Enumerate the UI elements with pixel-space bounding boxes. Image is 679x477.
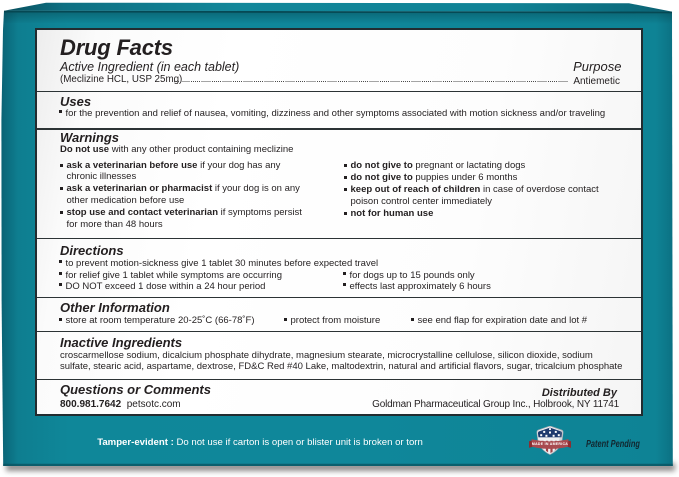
svg-text:MADE IN AMERICA: MADE IN AMERICA — [532, 442, 568, 446]
